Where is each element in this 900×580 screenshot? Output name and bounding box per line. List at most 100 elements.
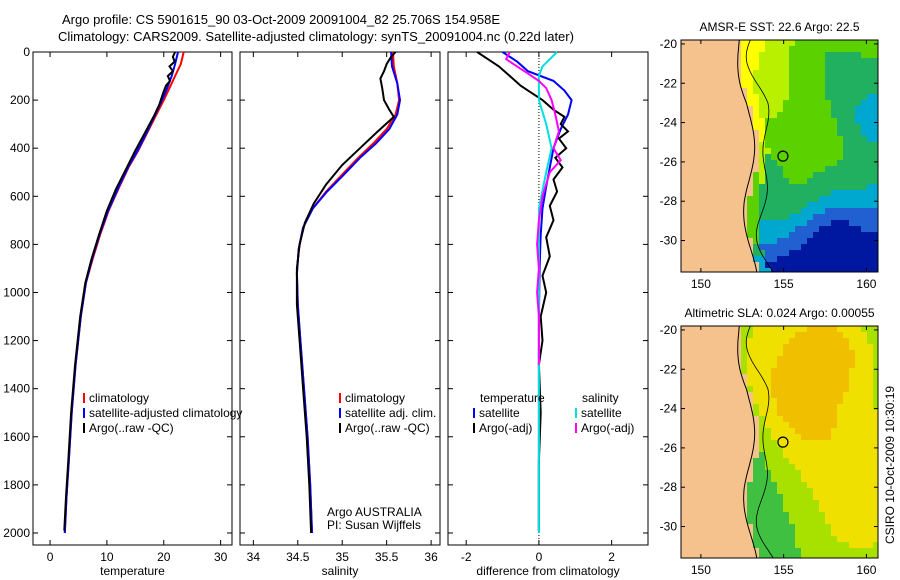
map-cell [753,374,760,381]
map-cell [831,214,838,221]
map-cell [855,524,862,531]
map-cell [819,226,826,233]
map-cell [819,434,826,441]
map-cell [855,344,862,351]
map-cell [819,124,826,131]
map-cell [813,428,820,435]
map-cell [729,208,736,215]
map-cell [771,512,778,519]
y-tick-label: -24 [660,116,678,130]
map-cell [795,88,802,95]
map-cell [849,392,856,399]
map-cell [807,374,814,381]
map-cell [735,500,742,507]
map-cell [711,404,718,411]
map-cell [723,178,730,185]
map-cell [771,82,778,89]
map-cell [735,256,742,263]
map-cell [783,58,790,65]
map-cell [741,536,748,543]
map-cell [795,112,802,119]
map-cell [831,262,838,269]
map-cell [759,332,766,339]
map-cell [699,470,706,477]
map-cell [681,268,688,273]
map-cell [819,166,826,173]
map-cell [855,106,862,113]
map-cell [699,398,706,405]
map-cell [693,356,700,363]
map-cell [693,338,700,345]
map-cell [849,106,856,113]
map-cell [855,166,862,173]
map-cell [699,338,706,345]
map-cell [747,130,754,137]
map-cell [867,226,874,233]
map-cell [801,94,808,101]
map-cell [831,374,838,381]
map-cell [849,136,856,143]
map-cell [741,172,748,179]
map-cell [687,530,694,537]
map-cell [771,160,778,167]
map-cell [867,356,874,363]
map-cell [741,512,748,519]
map-cell [705,178,712,185]
map-cell [693,410,700,417]
map-cell [873,404,879,411]
map-cell [795,542,802,549]
map-cell [765,262,772,269]
map-cell [789,494,796,501]
map-cell [729,100,736,107]
map-cell [699,500,706,507]
map-cell [717,178,724,185]
map-cell [699,374,706,381]
map-cell [867,88,874,95]
map-cell [861,368,868,375]
map-cell [693,386,700,393]
map-cell [687,374,694,381]
map-cell [861,238,868,245]
map-cell [813,410,820,417]
map-cell [735,166,742,173]
map-cell [753,208,760,215]
map-cell [765,530,772,537]
x-tick-label: -2 [461,550,472,564]
map-cell [861,542,868,549]
map-cell [777,172,784,179]
map-cell [795,106,802,113]
map-cell [789,500,796,507]
map-cell [699,362,706,369]
map-cell [717,332,724,339]
map-cell [825,94,832,101]
map-cell [843,374,850,381]
map-cell [831,410,838,417]
map-cell [717,64,724,71]
map-cell [729,404,736,411]
map-cell [711,494,718,501]
map-cell [717,262,724,269]
map-cell [843,46,850,53]
map-cell [705,344,712,351]
map-cell [789,422,796,429]
map-cell [789,404,796,411]
map-cell [711,238,718,245]
map-cell [843,458,850,465]
map-cell [765,440,772,447]
map-cell [807,238,814,245]
map-cell [801,428,808,435]
legend-label: satellite [581,406,622,420]
map-cell [867,94,874,101]
map-cell [783,52,790,59]
map-cell [717,154,724,161]
map-cell [771,88,778,95]
map-cell [759,160,766,167]
map-cell [711,410,718,417]
map-cell [819,196,826,203]
map-cell [753,64,760,71]
map-cell [807,178,814,185]
map-cell [753,262,760,269]
map-cell [765,130,772,137]
map-cell [789,184,796,191]
map-cell [759,112,766,119]
